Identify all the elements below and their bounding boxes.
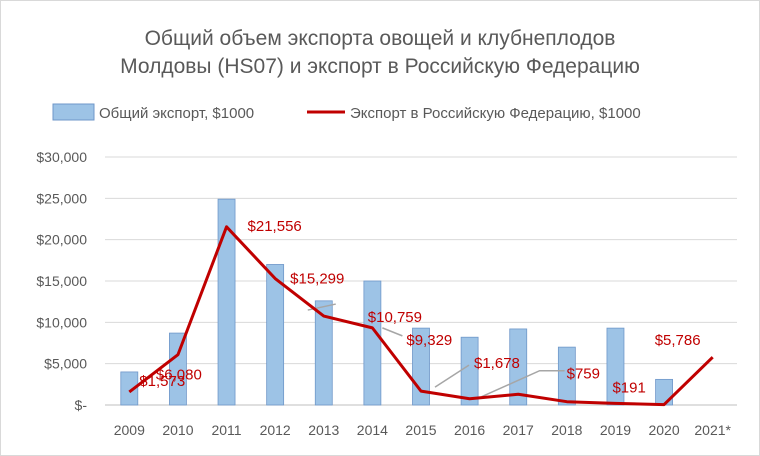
y-tick-label: $15,000 <box>36 273 87 289</box>
line-series <box>128 225 714 407</box>
data-label: $6,080 <box>156 367 202 384</box>
bar <box>606 327 625 406</box>
x-tick-label: 2020 <box>648 422 679 438</box>
x-axis-ticks: 2009 2010 2011 2012 2013 2014 2015 2016 2017 2018… <box>114 422 732 438</box>
y-tick-label: $10,000 <box>36 314 87 330</box>
bar-series <box>120 198 673 406</box>
leader-line <box>434 364 470 388</box>
bar <box>314 300 333 406</box>
bar <box>169 332 187 406</box>
data-label: $15,299 <box>290 271 344 288</box>
y-tick-label: $20,000 <box>36 232 87 248</box>
x-tick-label: 2021* <box>694 422 731 438</box>
bar <box>557 346 576 406</box>
leader-line <box>382 327 403 337</box>
x-tick-label: 2015 <box>405 422 436 438</box>
data-labels: $1,573$6,080 $21,556 $15,299 $10,759 $9,329 $… <box>139 218 700 397</box>
x-tick-label: 2013 <box>308 422 339 438</box>
legend-swatch-bar <box>52 103 95 121</box>
chart-title-line-2: Молдовы (HS07) и экспорт в Российскую Фе… <box>120 55 640 78</box>
y-tick-label: $30,000 <box>36 149 87 165</box>
data-label: $9,329 <box>406 332 452 349</box>
data-label: $1,678 <box>474 355 520 372</box>
x-tick-label: 2017 <box>503 422 534 438</box>
x-tick-label: 2009 <box>114 422 145 438</box>
x-tick-label: 2016 <box>454 422 485 438</box>
data-label: $1,573 <box>139 373 185 390</box>
bar <box>217 198 236 406</box>
data-label: $10,759 <box>368 309 422 326</box>
legend-label-russia-export: Экспорт в Российскую Федерацию, $1000 <box>350 105 641 122</box>
chart-title-line-1: Общий объем экспорта овощей и клубнеплод… <box>145 27 616 50</box>
x-tick-label: 2019 <box>600 422 631 438</box>
y-tick-label: $5,000 <box>44 356 87 372</box>
data-label: $759 <box>567 366 600 383</box>
annotation-leaders <box>307 303 565 398</box>
data-label: $5,786 <box>655 332 701 349</box>
series-line <box>128 225 714 407</box>
bar <box>655 378 673 406</box>
y-axis-ticks: $- $5,000 $10,000 $15,000 $20,000 $25,000 $30,… <box>36 149 87 413</box>
x-tick-label: 2011 <box>211 422 241 438</box>
bar <box>266 264 285 406</box>
y-tick-label: $- <box>75 397 88 413</box>
y-tick-label: $25,000 <box>36 190 87 206</box>
leader-line <box>481 369 565 398</box>
x-tick-label: 2014 <box>357 422 388 438</box>
x-tick-label: 2018 <box>551 422 582 438</box>
bar <box>363 280 382 406</box>
x-tick-label: 2010 <box>162 422 193 438</box>
legend-label-total-export: Общий экспорт, $1000 <box>99 105 254 122</box>
legend: Общий экспорт, $1000 Экспорт в Российску… <box>52 103 641 122</box>
bar <box>509 328 528 406</box>
data-label: $21,556 <box>248 218 302 235</box>
bar <box>120 371 139 406</box>
x-tick-label: 2012 <box>260 422 291 438</box>
data-label: $191 <box>612 379 645 396</box>
